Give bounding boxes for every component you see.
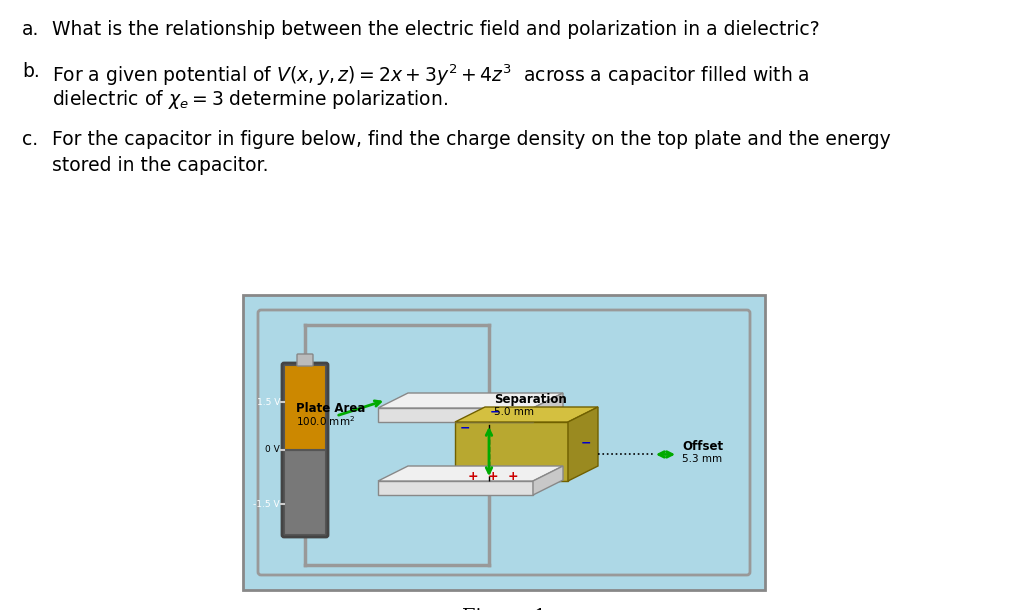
Text: Offset: Offset xyxy=(682,440,723,453)
FancyBboxPatch shape xyxy=(284,365,326,450)
Text: +: + xyxy=(508,470,518,483)
Polygon shape xyxy=(455,407,598,422)
Text: c.: c. xyxy=(22,130,38,149)
Text: stored in the capacitor.: stored in the capacitor. xyxy=(52,156,268,175)
Text: 100.0 mm$^2$: 100.0 mm$^2$ xyxy=(296,414,355,428)
Text: −: − xyxy=(460,422,470,434)
Text: +: + xyxy=(487,470,499,483)
Text: Separation: Separation xyxy=(494,393,566,406)
Polygon shape xyxy=(568,407,598,481)
Text: What is the relationship between the electric field and polarization in a dielec: What is the relationship between the ele… xyxy=(52,20,819,39)
Polygon shape xyxy=(534,466,563,495)
Bar xyxy=(243,295,765,590)
FancyBboxPatch shape xyxy=(297,354,313,366)
Text: 1.5 V: 1.5 V xyxy=(257,398,280,407)
Text: Figure 1: Figure 1 xyxy=(462,608,546,610)
Text: +: + xyxy=(468,470,478,483)
Bar xyxy=(378,408,534,422)
Text: 0 V: 0 V xyxy=(265,445,280,454)
Text: -1.5 V: -1.5 V xyxy=(253,500,280,509)
Text: b.: b. xyxy=(22,62,40,81)
Text: 5.0 mm: 5.0 mm xyxy=(494,407,534,417)
Text: 5.3 mm: 5.3 mm xyxy=(682,454,722,464)
Bar xyxy=(455,422,568,481)
Text: For a given potential of $V(x, y, z) = 2x + 3y^2 + 4z^3$  across a capacitor fil: For a given potential of $V(x, y, z) = 2… xyxy=(52,62,810,87)
Text: dielectric of $\chi_e = 3$ determine polarization.: dielectric of $\chi_e = 3$ determine pol… xyxy=(52,88,447,111)
Text: −: − xyxy=(489,405,501,418)
Text: For the capacitor in figure below, find the charge density on the top plate and : For the capacitor in figure below, find … xyxy=(52,130,891,149)
Text: −: − xyxy=(581,436,591,449)
Polygon shape xyxy=(378,466,563,481)
Polygon shape xyxy=(534,393,563,422)
Polygon shape xyxy=(378,393,563,408)
FancyBboxPatch shape xyxy=(284,450,326,535)
Text: a.: a. xyxy=(22,20,39,39)
Text: Plate Area: Plate Area xyxy=(296,401,366,415)
Bar xyxy=(378,481,534,495)
